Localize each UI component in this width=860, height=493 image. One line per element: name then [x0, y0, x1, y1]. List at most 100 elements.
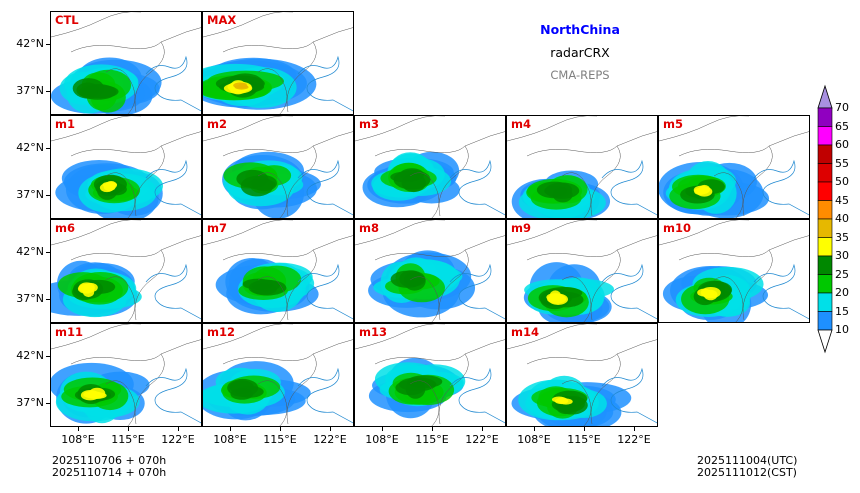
- province-borders: [355, 324, 505, 426]
- x-tick-label: 115°E: [415, 433, 449, 446]
- coastline: [297, 263, 353, 320]
- radar-echo: [51, 260, 142, 318]
- radar-echo: [203, 361, 311, 421]
- radar-echo: [368, 357, 466, 419]
- x-tick-mark: [330, 427, 331, 431]
- coastline: [601, 367, 657, 424]
- init-time-1: 2025110706 + 070h: [52, 454, 167, 467]
- y-tick-label: 37°N: [16, 84, 44, 97]
- coastline: [753, 159, 809, 216]
- map-panel-m12: m12: [202, 323, 354, 427]
- province-borders: [203, 116, 353, 218]
- x-tick-label: 108°E: [61, 433, 95, 446]
- coastline: [145, 55, 201, 112]
- y-tick-label: 42°N: [16, 37, 44, 50]
- x-tick-label: 115°E: [111, 433, 145, 446]
- map-panel-ctl: CTL: [50, 11, 202, 115]
- province-borders: [507, 116, 657, 218]
- colorbar-segment: [817, 144, 833, 164]
- x-tick-mark: [230, 427, 231, 431]
- map-panel-m13: m13: [354, 323, 506, 427]
- colorbar-level-label: 60: [835, 138, 849, 151]
- variable-title: radarCRX: [550, 45, 610, 60]
- colorbar-over-arrow: [817, 84, 833, 109]
- map-panel-m5: m5: [658, 115, 810, 219]
- coastline: [449, 159, 505, 216]
- map-panel-m14: m14: [506, 323, 658, 427]
- colorbar-level-label: 40: [835, 212, 849, 225]
- map-panel-m6: m6: [50, 219, 202, 323]
- province-borders: [507, 220, 657, 322]
- x-tick-mark: [128, 427, 129, 431]
- map-panel-m3: m3: [354, 115, 506, 219]
- panel-label: CTL: [55, 13, 79, 27]
- radar-echo: [511, 170, 611, 218]
- radar-echo: [511, 375, 632, 426]
- province-borders: [51, 116, 201, 218]
- colorbar-level-label: 35: [835, 230, 849, 244]
- colorbar-level-label: 55: [835, 156, 849, 170]
- y-tick-mark: [46, 356, 50, 357]
- x-tick-label: 108°E: [517, 433, 551, 446]
- province-borders: [507, 324, 657, 426]
- y-tick-mark: [46, 148, 50, 149]
- panel-label: MAX: [207, 13, 237, 27]
- panel-label: m13: [359, 325, 387, 339]
- radar-echo: [523, 262, 614, 322]
- colorbar-level-label: 10: [835, 323, 849, 336]
- colorbar-segment: [817, 107, 833, 127]
- y-tick-label: 37°N: [16, 396, 44, 409]
- panel-label: m2: [207, 117, 227, 131]
- x-tick-label: 115°E: [263, 433, 297, 446]
- province-borders: [659, 220, 809, 322]
- colorbar: [817, 84, 833, 354]
- colorbar-under-arrow: [817, 329, 833, 354]
- panel-label: m3: [359, 117, 379, 131]
- panel-label: m14: [511, 325, 539, 339]
- y-tick-label: 37°N: [16, 292, 44, 305]
- x-tick-label: 115°E: [567, 433, 601, 446]
- x-tick-mark: [482, 427, 483, 431]
- map-panel-m8: m8: [354, 219, 506, 323]
- radar-echo: [368, 250, 476, 318]
- radar-echo: [659, 160, 770, 218]
- panel-label: m6: [55, 221, 75, 235]
- coastline: [449, 263, 505, 320]
- radar-echo: [203, 57, 317, 110]
- coastline: [601, 263, 657, 320]
- colorbar-level-label: 45: [835, 193, 849, 207]
- init-time-2: 2025110714 + 070h: [52, 466, 167, 479]
- radar-echo: [51, 57, 162, 114]
- colorbar-segment: [817, 181, 833, 201]
- radar-echo: [51, 362, 150, 424]
- coastline: [145, 367, 201, 424]
- panel-label: m9: [511, 221, 531, 235]
- colorbar-segment: [817, 218, 833, 238]
- coastline: [145, 159, 201, 216]
- radar-echo: [55, 159, 163, 218]
- panel-label: m12: [207, 325, 235, 339]
- colorbar-segment: [817, 255, 833, 275]
- colorbar-level-label: 20: [835, 286, 849, 299]
- province-borders: [51, 12, 201, 114]
- y-tick-label: 42°N: [16, 349, 44, 362]
- radar-echo: [662, 265, 769, 322]
- x-tick-label: 122°E: [161, 433, 195, 446]
- province-borders: [51, 324, 201, 426]
- radar-echo: [215, 258, 319, 315]
- x-tick-label: 122°E: [313, 433, 347, 446]
- colorbar-segment: [817, 274, 833, 294]
- colorbar-segment: [817, 200, 833, 220]
- y-tick-mark: [46, 252, 50, 253]
- x-tick-mark: [432, 427, 433, 431]
- x-tick-mark: [634, 427, 635, 431]
- y-tick-label: 42°N: [16, 245, 44, 258]
- province-borders: [203, 12, 353, 114]
- coastline: [601, 159, 657, 216]
- province-borders: [355, 116, 505, 218]
- province-borders: [203, 220, 353, 322]
- province-borders: [355, 220, 505, 322]
- x-tick-mark: [178, 427, 179, 431]
- map-panel-m9: m9: [506, 219, 658, 323]
